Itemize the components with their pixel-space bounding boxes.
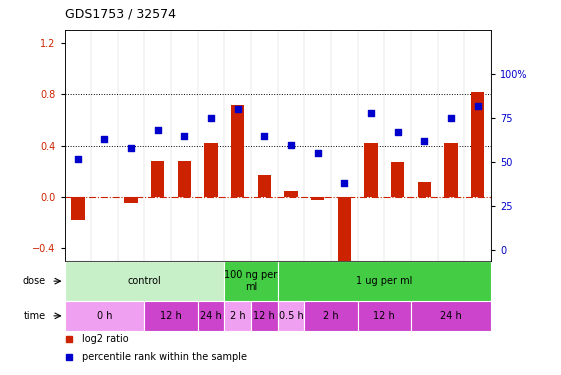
Bar: [125, 197, 138, 204]
Bar: [171, 30, 198, 261]
Bar: [278, 301, 304, 331]
Bar: [251, 301, 278, 331]
Point: [153, 128, 162, 134]
Text: 2 h: 2 h: [230, 311, 246, 321]
Text: 0 h: 0 h: [96, 311, 112, 321]
Bar: [304, 30, 331, 261]
Bar: [438, 30, 465, 261]
Point: [420, 138, 429, 144]
Bar: [384, 30, 411, 261]
Bar: [145, 30, 171, 261]
Point: [100, 136, 109, 142]
Bar: [444, 143, 458, 197]
Text: percentile rank within the sample: percentile rank within the sample: [81, 352, 247, 362]
Text: time: time: [24, 311, 46, 321]
Bar: [358, 301, 411, 331]
Bar: [231, 105, 245, 197]
Bar: [465, 30, 491, 261]
Point: [473, 103, 482, 109]
Bar: [197, 30, 224, 261]
Bar: [71, 197, 85, 220]
Text: 0.5 h: 0.5 h: [279, 311, 304, 321]
Point: [73, 156, 82, 162]
Bar: [65, 301, 144, 331]
Bar: [391, 162, 404, 197]
Bar: [331, 30, 358, 261]
Text: control: control: [127, 276, 162, 286]
Bar: [204, 143, 218, 197]
Text: 12 h: 12 h: [160, 311, 182, 321]
Text: 100 ng per
ml: 100 ng per ml: [224, 270, 278, 292]
Text: GDS1753 / 32574: GDS1753 / 32574: [65, 8, 176, 21]
Bar: [118, 30, 145, 261]
Bar: [364, 143, 378, 197]
Point: [206, 115, 215, 121]
Bar: [417, 182, 431, 197]
Text: 2 h: 2 h: [323, 311, 339, 321]
Point: [287, 141, 296, 147]
Bar: [224, 261, 278, 301]
Bar: [224, 301, 251, 331]
Bar: [224, 30, 251, 261]
Bar: [197, 301, 224, 331]
Bar: [151, 161, 164, 197]
Bar: [144, 301, 197, 331]
Bar: [471, 92, 484, 197]
Point: [180, 133, 189, 139]
Text: 1 ug per ml: 1 ug per ml: [356, 276, 412, 286]
Bar: [411, 301, 491, 331]
Point: [393, 129, 402, 135]
Bar: [338, 197, 351, 264]
Point: [260, 133, 269, 139]
Point: [313, 150, 322, 156]
Bar: [65, 261, 224, 301]
Text: 24 h: 24 h: [440, 311, 462, 321]
Bar: [358, 30, 384, 261]
Text: dose: dose: [23, 276, 46, 286]
Point: [340, 180, 349, 186]
Text: 12 h: 12 h: [254, 311, 275, 321]
Bar: [91, 30, 118, 261]
Point: [447, 115, 456, 121]
Bar: [65, 30, 91, 261]
Bar: [251, 30, 278, 261]
Bar: [178, 161, 191, 197]
Text: log2 ratio: log2 ratio: [81, 334, 128, 344]
Bar: [257, 175, 271, 197]
Point: [366, 110, 375, 116]
Text: 24 h: 24 h: [200, 311, 222, 321]
Bar: [278, 30, 304, 261]
Bar: [278, 261, 491, 301]
Point: [233, 106, 242, 112]
Bar: [284, 190, 298, 197]
Bar: [311, 197, 324, 200]
Bar: [411, 30, 438, 261]
Bar: [304, 301, 358, 331]
Text: 12 h: 12 h: [374, 311, 395, 321]
Point: [127, 145, 136, 151]
